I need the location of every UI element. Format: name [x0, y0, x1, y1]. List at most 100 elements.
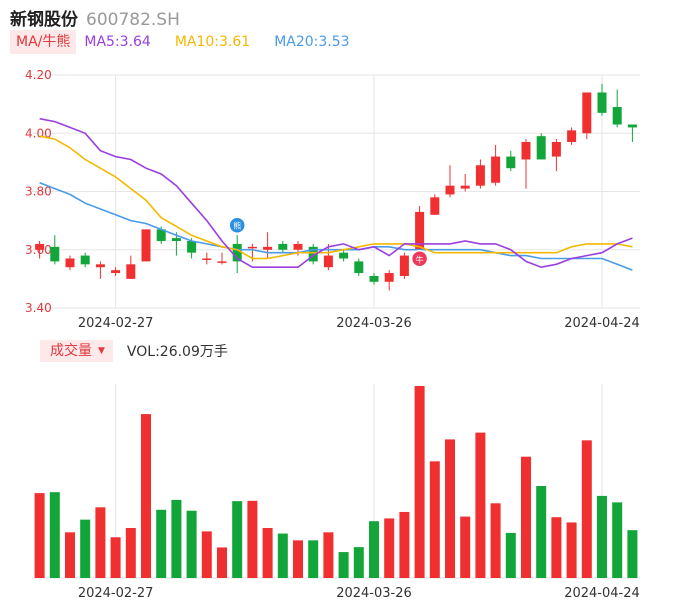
- ma10-label: MA10:3.61: [174, 34, 251, 50]
- candle-body: [156, 229, 166, 242]
- volume-bar: [627, 530, 638, 578]
- candle-body: [475, 165, 485, 186]
- candle-body: [551, 141, 561, 157]
- candle-body: [50, 246, 60, 262]
- volume-bar: [308, 540, 319, 578]
- volume-bar: [460, 516, 471, 578]
- volume-bar: [186, 510, 197, 578]
- title-row: 新钢股份 600782.SH: [10, 5, 180, 30]
- y-tick-label: 3.80: [25, 185, 52, 199]
- volume-bar: [262, 527, 273, 578]
- volume-bar: [338, 552, 349, 578]
- volume-value: VOL:26.09万手: [126, 344, 228, 360]
- ma5-line: [39, 117, 633, 269]
- volume-bar: [34, 493, 45, 578]
- volume-bar: [581, 440, 592, 578]
- candle-body: [35, 243, 45, 250]
- marker-label: 熊: [233, 221, 241, 231]
- volume-bar: [65, 532, 75, 578]
- candle-body: [111, 270, 121, 274]
- volume-chart[interactable]: 2024-02-27 2024-03-26 2024-04-24: [0, 362, 686, 606]
- y-tick-label: 3.40: [25, 301, 52, 315]
- volume-bar: [95, 507, 106, 578]
- volume-bar: [429, 461, 440, 578]
- candle-body: [506, 156, 516, 169]
- candle-body: [369, 275, 379, 282]
- candle-body: [491, 156, 501, 183]
- volume-bar: [277, 533, 288, 578]
- candle-body: [65, 258, 75, 268]
- volume-indicator-dropdown[interactable]: 成交量 ▼: [40, 340, 113, 362]
- stock-name: 新钢股份: [10, 10, 78, 30]
- candle-body: [126, 264, 136, 279]
- candle-body: [217, 261, 227, 263]
- candle-body: [430, 197, 440, 215]
- candle-body: [232, 243, 242, 262]
- ma-legend: MA/牛熊 MA5:3.64 MA10:3.61 MA20:3.53: [10, 30, 374, 54]
- volume-bar: [445, 439, 455, 578]
- volume-bar: [536, 486, 547, 578]
- volume-bar: [399, 511, 410, 578]
- volume-x-tick-label: 2024-03-26: [336, 586, 412, 601]
- volume-bar: [247, 500, 258, 578]
- volume-bar: [125, 527, 136, 578]
- volume-bar: [293, 540, 303, 578]
- bear-marker-icon: [228, 216, 246, 234]
- volume-bar: [384, 518, 395, 578]
- candle-body: [202, 258, 212, 260]
- marker-label: 牛: [416, 254, 424, 264]
- caret-down-icon: ▼: [98, 346, 105, 356]
- candle-body: [354, 261, 364, 274]
- candle-body: [384, 273, 394, 282]
- candle-body: [278, 243, 288, 250]
- candle-body: [627, 124, 637, 128]
- volume-bar: [156, 509, 167, 578]
- candle-body: [567, 130, 577, 142]
- volume-bar: [217, 547, 227, 578]
- candle-body: [536, 136, 546, 160]
- volume-bar: [490, 503, 501, 578]
- bull-marker-icon: [410, 250, 429, 268]
- volume-bar: [505, 532, 516, 578]
- volume-bar: [612, 502, 623, 578]
- ma20-line: [39, 182, 633, 271]
- candle-body: [80, 255, 90, 265]
- stock-code: 600782.SH: [86, 10, 180, 30]
- candle-body: [171, 238, 181, 242]
- ma20-label: MA20:3.53: [274, 34, 350, 50]
- volume-bar: [597, 495, 607, 578]
- candle-body: [445, 185, 455, 195]
- candle-body: [187, 241, 197, 253]
- volume-legend: 成交量 ▼ VOL:26.09万手: [40, 340, 228, 362]
- kline-chart[interactable]: 4.204.003.803.603.40熊牛2024-02-272024-03-…: [0, 0, 686, 340]
- volume-bar: [369, 521, 379, 578]
- ma-indicator-tab[interactable]: MA/牛熊: [10, 30, 77, 54]
- volume-bar: [201, 531, 212, 578]
- volume-indicator-label: 成交量: [50, 343, 92, 359]
- volume-bar: [353, 547, 364, 578]
- volume-x-tick-label: 2024-02-27: [78, 586, 154, 601]
- candle-body: [339, 252, 349, 259]
- candle-body: [612, 107, 622, 125]
- volume-bar: [49, 492, 60, 578]
- volume-bar: [141, 414, 151, 578]
- volume-bar: [551, 517, 562, 578]
- volume-bar: [232, 501, 243, 578]
- candle-body: [141, 229, 151, 262]
- x-tick-label: 2024-04-24: [564, 316, 640, 331]
- candle-body: [247, 246, 257, 249]
- volume-bar: [414, 386, 425, 578]
- volume-x-tick-label: 2024-04-24: [564, 586, 640, 601]
- volume-bar: [475, 432, 486, 578]
- candle-body: [293, 243, 303, 250]
- volume-bar: [566, 522, 577, 578]
- ma10-line: [39, 135, 633, 260]
- volume-bar: [171, 499, 182, 578]
- volume-bar: [80, 519, 91, 578]
- ma5-label: MA5:3.64: [84, 34, 151, 50]
- candle-body: [399, 255, 409, 276]
- candle-body: [415, 211, 425, 250]
- candle-body: [521, 141, 531, 160]
- candle-body: [308, 246, 318, 262]
- candle-body: [597, 92, 607, 113]
